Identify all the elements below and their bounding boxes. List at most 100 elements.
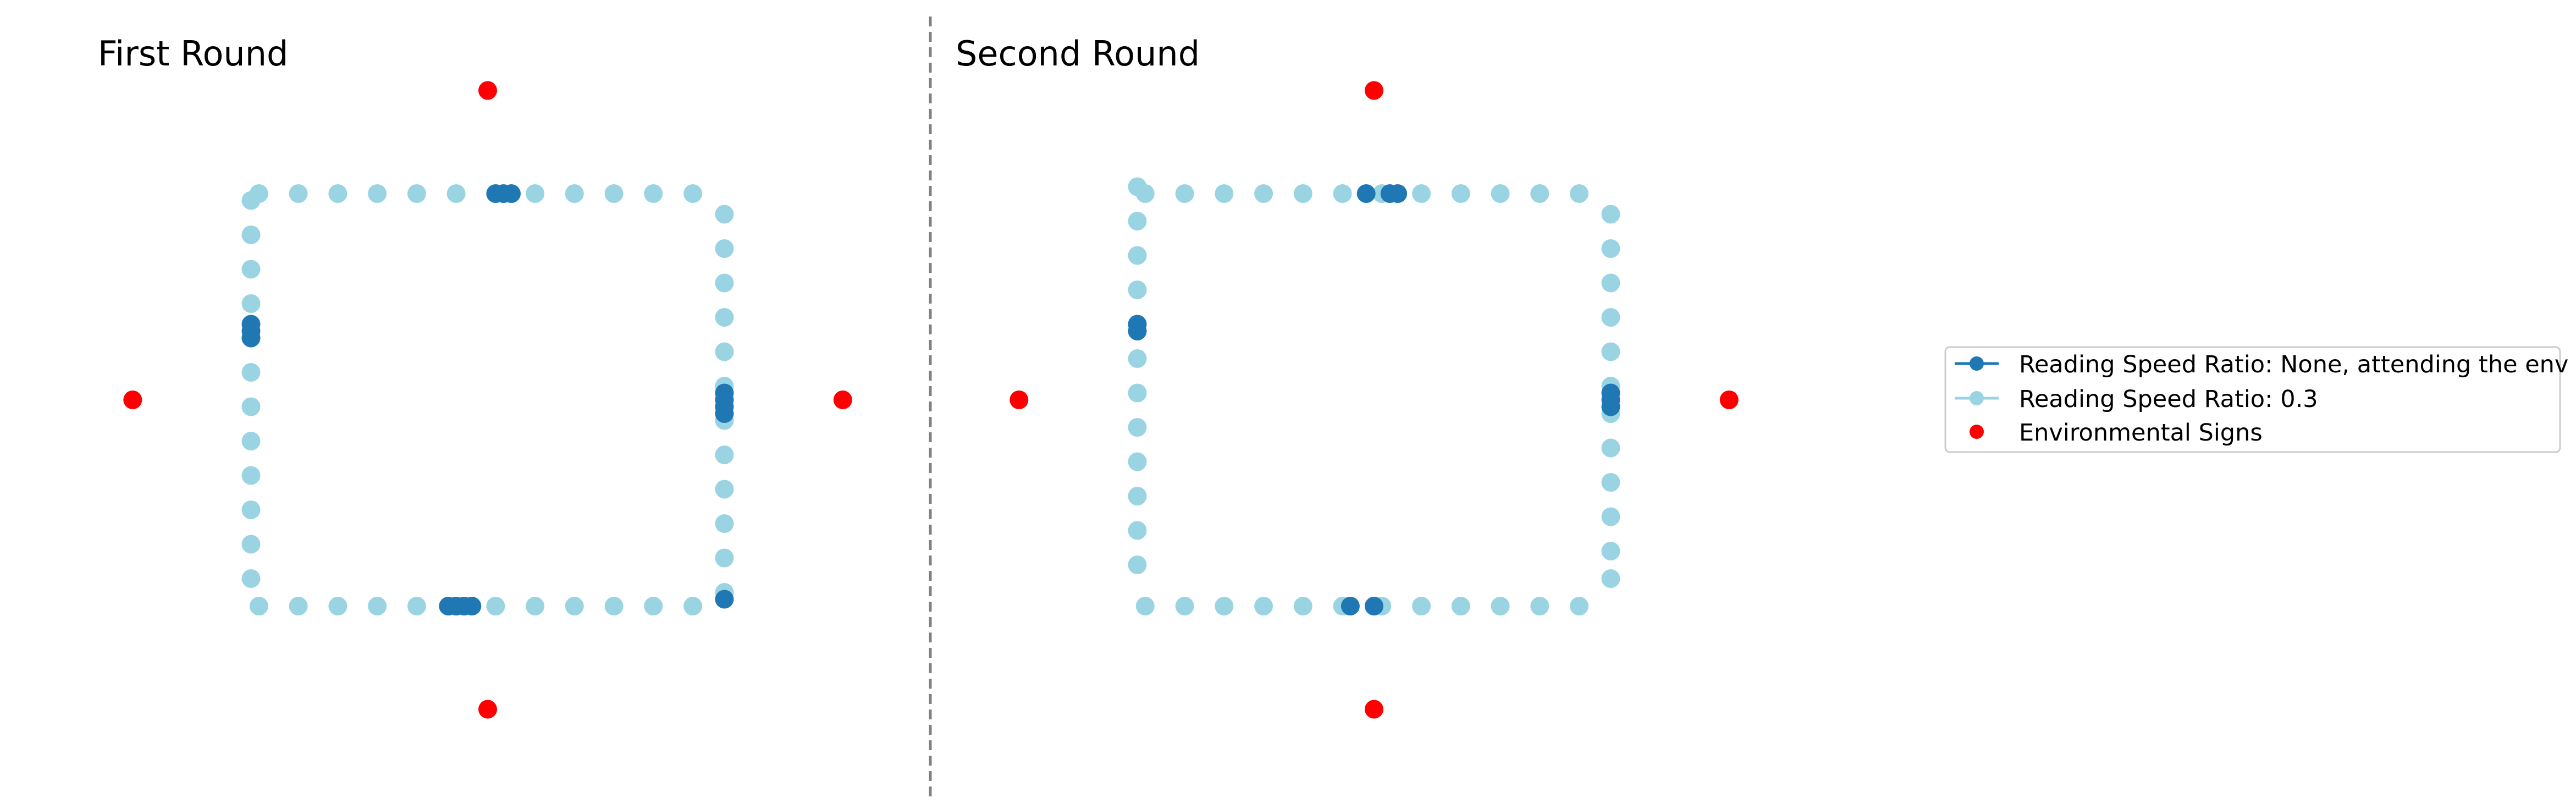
ratio-point (1128, 280, 1147, 299)
ratio-point (1601, 473, 1620, 492)
ratio-point (715, 480, 734, 499)
legend-entry-ratio: Reading Speed Ratio: 0.3 (1955, 386, 2318, 413)
attending-point (1601, 397, 1620, 416)
ratio-point (1254, 184, 1273, 203)
ratio-point (407, 597, 426, 615)
ratio-point (683, 597, 703, 615)
ratio-point (715, 548, 734, 568)
attending-point (1128, 315, 1147, 334)
ratio-point (241, 501, 261, 519)
ratio-point (1128, 521, 1147, 540)
scatter-marks-second-round (1010, 81, 1739, 719)
ratio-point (1333, 184, 1352, 203)
ratio-point (604, 597, 624, 615)
ratio-point (1570, 597, 1589, 615)
ratio-point (1128, 452, 1147, 471)
ratio-point (644, 184, 663, 203)
ratio-point (1601, 542, 1620, 560)
ratio-point (368, 184, 387, 203)
ratio-point (1601, 205, 1620, 224)
ratio-point (1601, 308, 1620, 327)
ratio-point (1128, 212, 1147, 230)
legend-label-attending: Reading Speed Ratio: None, attending the… (2019, 351, 2568, 378)
ratio-point (1128, 246, 1147, 265)
environmental-sign-point (1719, 391, 1739, 409)
attending-point (1388, 184, 1408, 203)
ratio-point (1451, 184, 1470, 203)
ratio-point (1601, 569, 1620, 588)
ratio-point (1215, 597, 1234, 615)
ratio-point (241, 294, 261, 313)
panel-title-second-round: Second Round (956, 34, 1200, 74)
ratio-point (604, 184, 624, 203)
ratio-point (715, 514, 734, 533)
attending-point (1356, 184, 1376, 203)
environmental-sign-point (833, 391, 852, 409)
ratio-point (1530, 184, 1549, 203)
ratio-point (446, 184, 466, 203)
ratio-point (241, 535, 261, 554)
ratio-point (1491, 597, 1510, 615)
ratio-point (368, 597, 387, 615)
legend: Reading Speed Ratio: None, attending the… (1944, 346, 2568, 453)
ratio-point (1601, 239, 1620, 258)
ratio-point (565, 184, 584, 203)
attending-point (715, 404, 734, 423)
ratio-point (241, 569, 261, 588)
ratio-point (715, 239, 734, 258)
ratio-point (683, 184, 703, 203)
ratio-point (1412, 597, 1431, 615)
environmental-sign-point (478, 81, 497, 100)
ratio-point (289, 184, 308, 203)
ratio-point (1128, 556, 1147, 574)
legend-label-signs: Environmental Signs (2019, 419, 2263, 447)
panel-second-round: Second Round (956, 34, 1739, 719)
attending-point (502, 184, 521, 203)
legend-entry-signs: Environmental Signs (1970, 419, 2263, 447)
ratio-point (407, 184, 426, 203)
ratio-point (1601, 342, 1620, 361)
ratio-point (1128, 383, 1147, 403)
ratio-point (1293, 184, 1312, 203)
ratio-point (565, 597, 584, 615)
environmental-sign-point (1365, 81, 1383, 100)
ratio-point (241, 466, 261, 485)
ratio-point (1570, 184, 1589, 203)
ratio-point (526, 597, 545, 615)
legend-frame (1944, 346, 2561, 453)
ratio-point (1601, 438, 1620, 458)
environmental-sign-point (1365, 700, 1383, 719)
attending-point (715, 590, 734, 609)
ratio-point (715, 273, 734, 293)
ratio-point (1293, 597, 1312, 615)
ratio-point (249, 597, 268, 615)
ratio-point (328, 597, 347, 615)
ratio-point (644, 597, 663, 615)
ratio-point (1215, 184, 1234, 203)
attending-point (1341, 597, 1360, 615)
ratio-point (1128, 349, 1147, 368)
ratio-point (1175, 597, 1194, 615)
ratio-point (1601, 273, 1620, 293)
ratio-point (241, 363, 261, 382)
legend-marker-attending (1970, 356, 1984, 371)
legend-marker-ratio (1970, 391, 1984, 405)
ratio-point (1128, 418, 1147, 437)
attending-point (241, 315, 261, 334)
ratio-point (1491, 184, 1510, 203)
environmental-sign-point (478, 700, 497, 719)
ratio-point (715, 308, 734, 327)
ratio-point (1135, 597, 1155, 615)
ratio-point (715, 205, 734, 224)
ratio-point (526, 184, 545, 203)
panel-first-round: First Round (98, 34, 852, 719)
ratio-point (241, 191, 261, 210)
ratio-point (715, 342, 734, 361)
ratio-point (486, 597, 505, 615)
ratio-point (1412, 184, 1431, 203)
ratio-point (1601, 507, 1620, 526)
ratio-point (1451, 597, 1470, 615)
ratio-point (1128, 487, 1147, 505)
ratio-point (1175, 184, 1194, 203)
scatter-marks-first-round (123, 81, 852, 719)
